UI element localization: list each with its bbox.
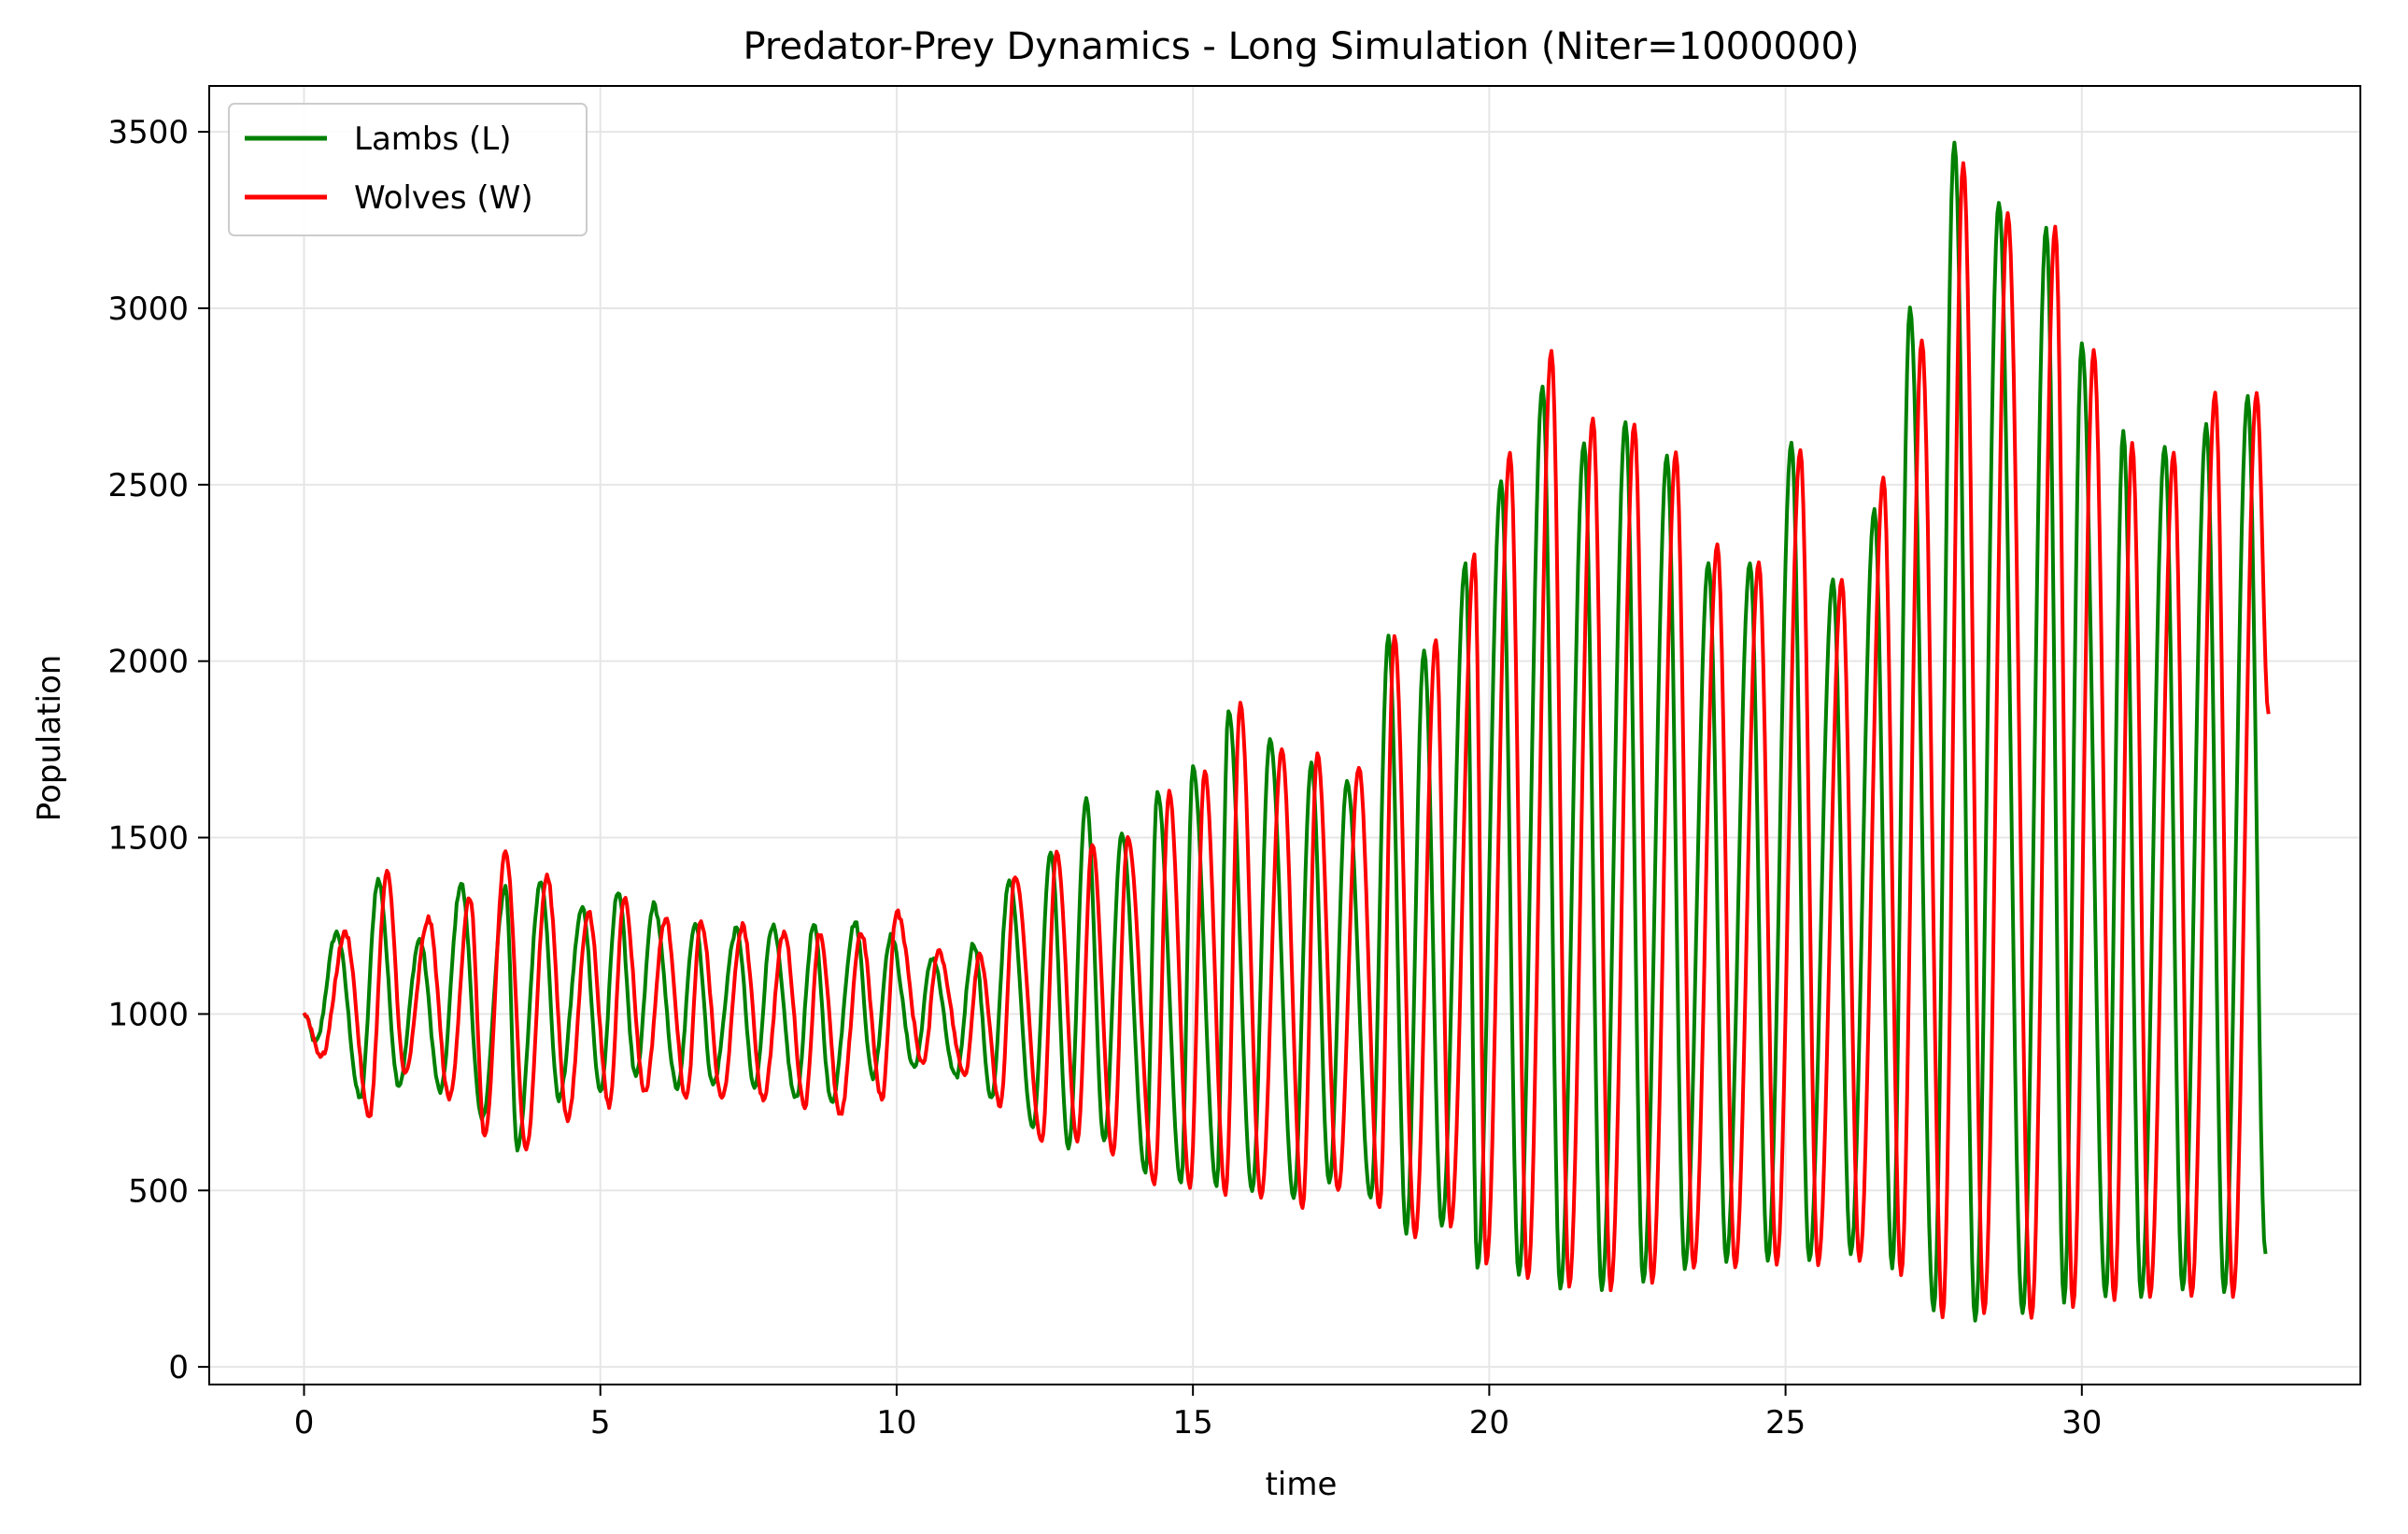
y-axis-ticks: 0 500 1000 1500 2000 2500 3000 3500: [107, 114, 209, 1386]
legend-label-lambs: Lambs (L): [354, 121, 511, 158]
chart-legend: Lambs (L) Wolves (W): [228, 103, 588, 236]
y-tick-label: 3500: [107, 114, 189, 151]
y-tick-label: 2500: [107, 467, 189, 504]
x-tick-label: 10: [876, 1404, 916, 1442]
y-axis-label: Population: [31, 655, 68, 822]
legend-label-wolves: Wolves (W): [354, 179, 533, 217]
chart-title: Predator-Prey Dynamics - Long Simulation…: [744, 25, 1860, 68]
y-tick-label: 500: [128, 1172, 189, 1210]
y-tick-label: 3000: [107, 291, 189, 328]
x-tick-label: 25: [1765, 1404, 1806, 1442]
x-tick-label: 20: [1469, 1404, 1509, 1442]
y-tick-label: 0: [168, 1349, 189, 1386]
x-axis-ticks: 0 5 10 15 20 25 30: [294, 1385, 2102, 1442]
y-tick-label: 1500: [107, 820, 189, 858]
plot-area-frame: [208, 85, 2361, 1385]
y-tick-label: 1000: [107, 996, 189, 1033]
y-tick-label: 2000: [107, 644, 189, 681]
series-lines: [302, 140, 2271, 1323]
x-tick-label: 15: [1173, 1404, 1213, 1442]
x-tick-label: 5: [590, 1404, 611, 1442]
x-axis-label: time: [1266, 1466, 1338, 1503]
x-tick-label: 0: [294, 1404, 315, 1442]
x-tick-label: 30: [2061, 1404, 2102, 1442]
series-line-wolves: [302, 161, 2271, 1320]
